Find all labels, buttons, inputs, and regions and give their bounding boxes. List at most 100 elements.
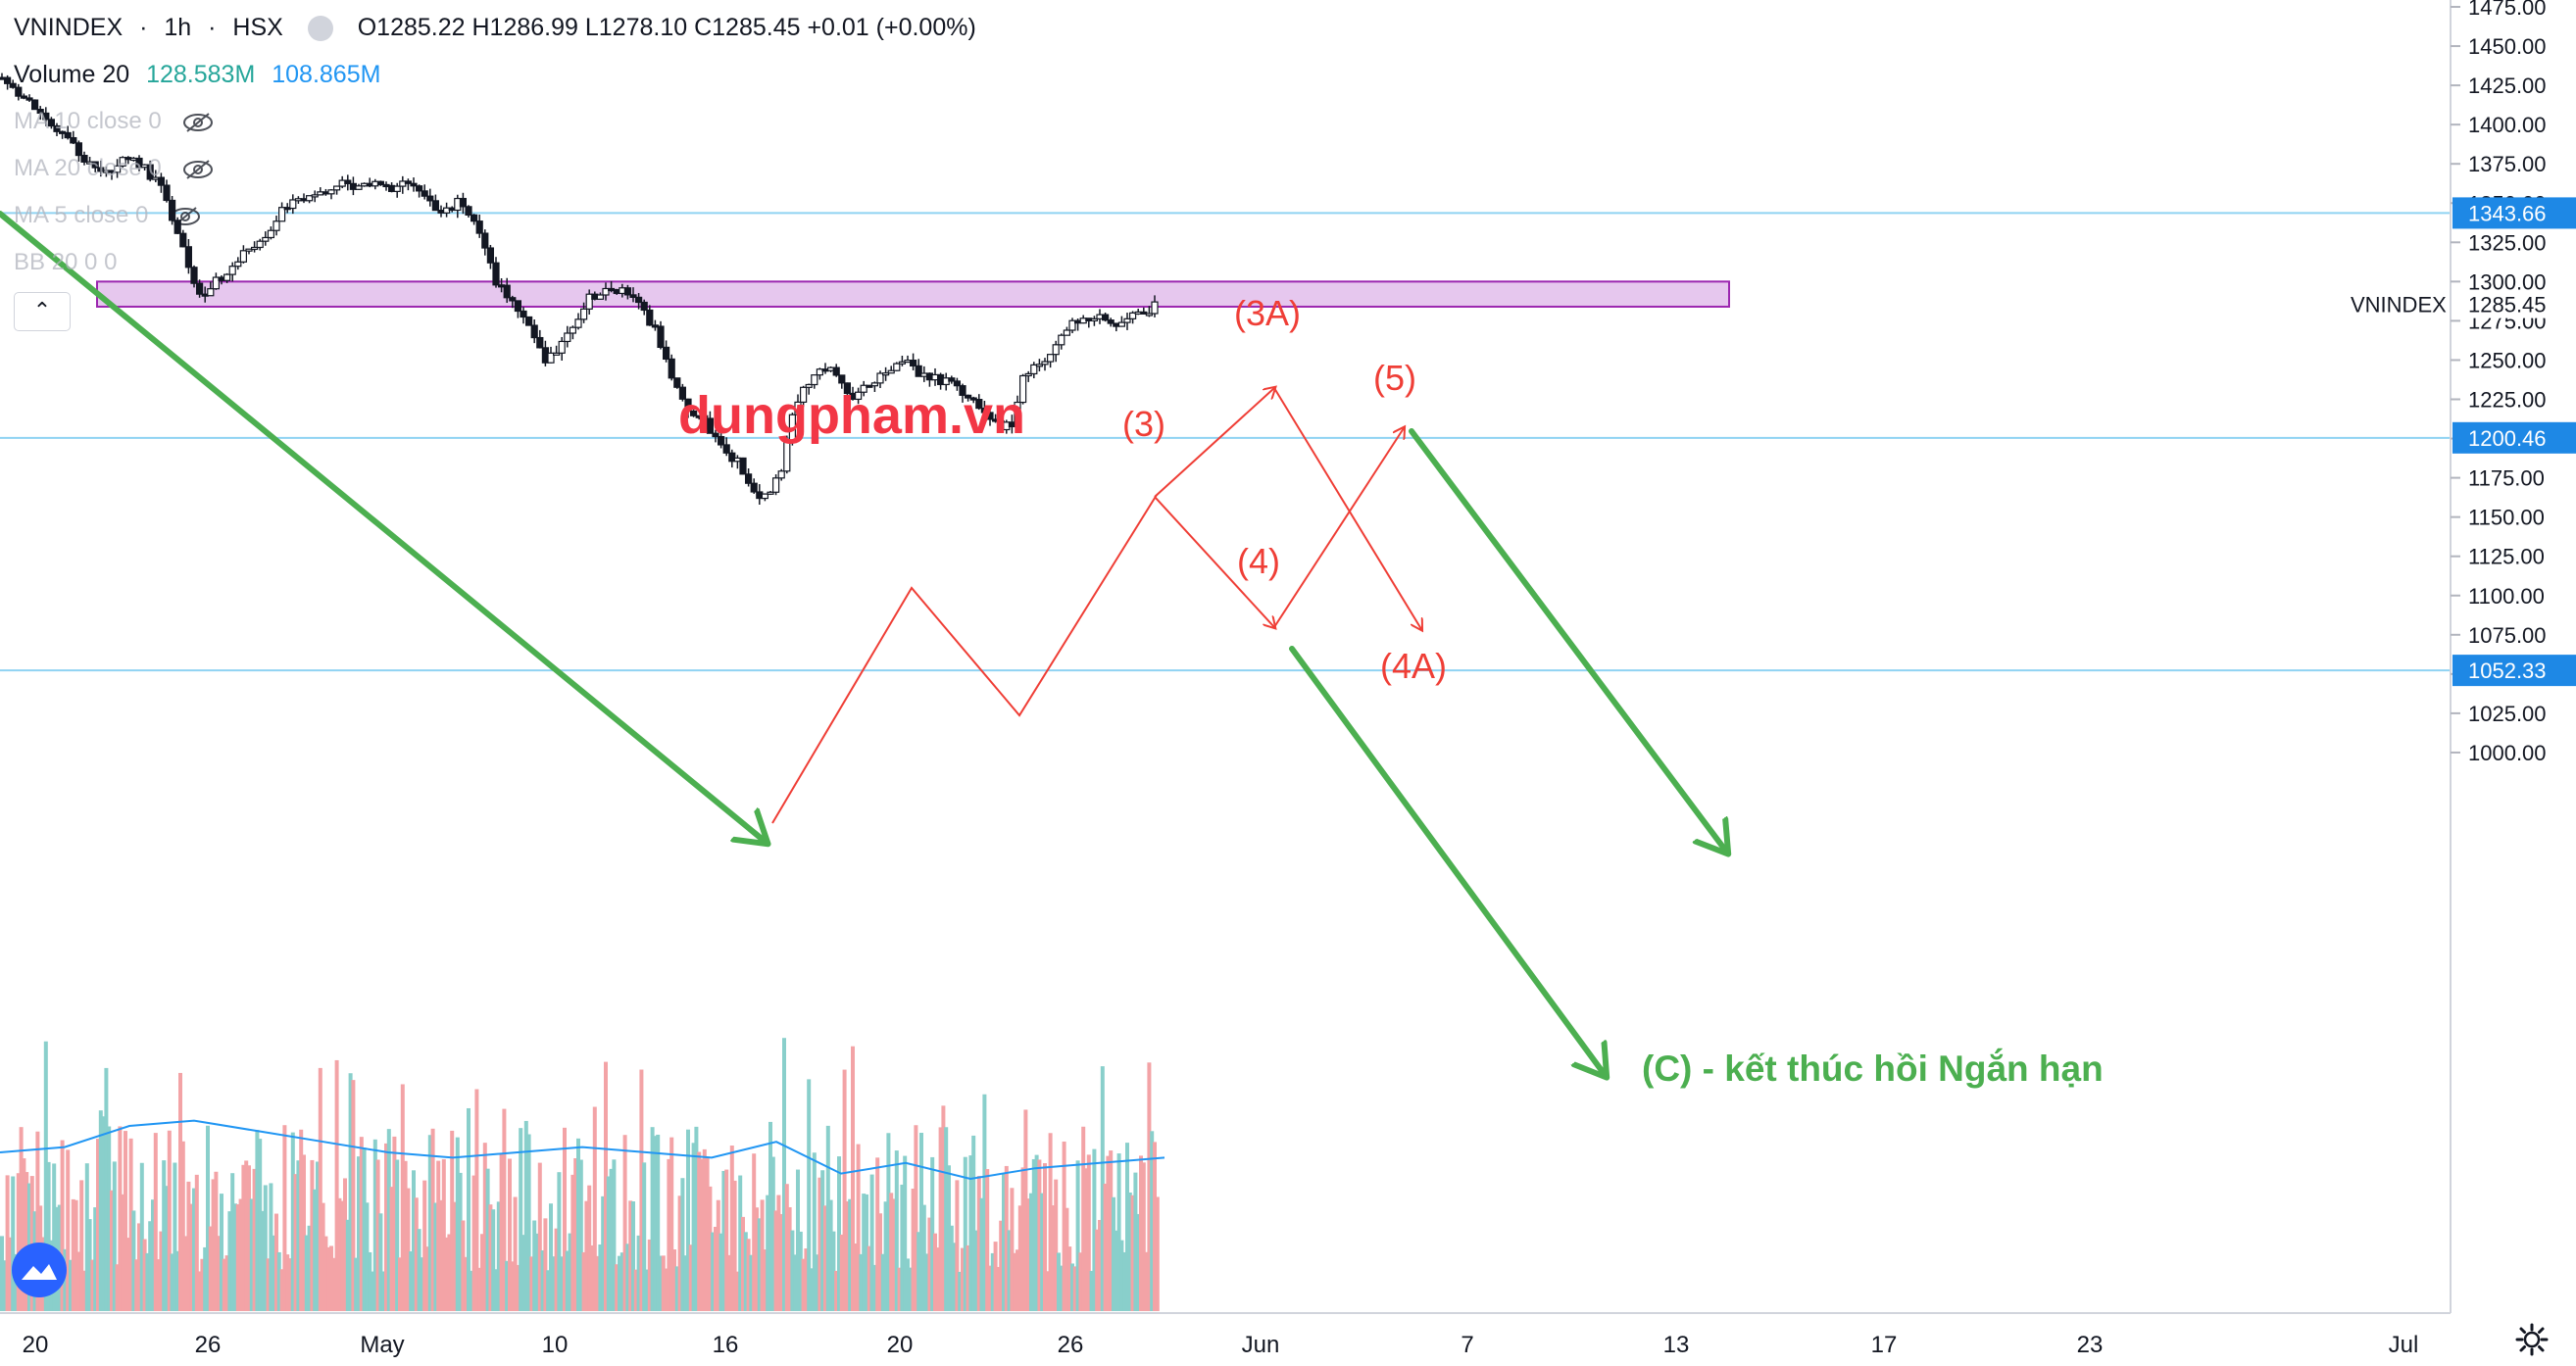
volume-bar	[927, 1217, 932, 1311]
arrow-wave-c-1[interactable]	[1289, 646, 1606, 1076]
volume-bar	[1081, 1126, 1086, 1311]
candle-body	[701, 415, 709, 419]
volume-bar	[60, 1140, 65, 1311]
price-label-box	[2452, 421, 2576, 454]
indicator-bb[interactable]: BB 20 0 0	[14, 249, 117, 276]
eye-off-icon[interactable]	[181, 112, 215, 133]
volume-bar	[474, 1089, 479, 1311]
candle-body	[1090, 317, 1099, 321]
eye-off-icon[interactable]	[169, 206, 202, 227]
candle-body	[629, 294, 637, 298]
volume-bar	[714, 1226, 718, 1311]
candle-body	[234, 261, 242, 268]
volume-value-1: 128.583M	[146, 61, 256, 88]
last-price-value: 1285.45	[2468, 293, 2547, 317]
volume-bar	[447, 1234, 452, 1311]
volume-bar	[183, 1236, 188, 1311]
wave-path-up[interactable]	[771, 494, 1158, 824]
volume-bar	[985, 1169, 990, 1311]
candle-body	[524, 316, 533, 326]
indicator-ma5[interactable]: MA 5 close 0	[14, 202, 202, 229]
volume-bar	[337, 1197, 342, 1311]
volume-bar	[458, 1172, 463, 1311]
wave-4-to-5[interactable]	[1273, 428, 1404, 628]
time-tick-label: 10	[542, 1332, 569, 1358]
volume-bar	[384, 1143, 388, 1311]
watermark-text: dungpham.vn	[678, 386, 1025, 445]
volume-bar	[609, 1168, 614, 1311]
volume-bar	[815, 1254, 819, 1311]
volume-bar	[186, 1181, 191, 1311]
candle-body	[97, 167, 105, 172]
volume-bar	[414, 1197, 419, 1311]
symbol-name[interactable]: VNINDEX	[14, 14, 124, 41]
market-status-icon	[307, 16, 333, 42]
arrow-wave-c-2[interactable]	[1409, 428, 1727, 853]
label-3: (3)	[1122, 404, 1165, 444]
volume-bar	[71, 1198, 75, 1311]
wave-lines[interactable]	[771, 387, 1421, 824]
volume-bar	[537, 1162, 542, 1311]
candle-body	[579, 308, 588, 320]
volume-bar	[1106, 1155, 1111, 1311]
volume-bar	[296, 1160, 301, 1311]
tradingview-logo-icon[interactable]	[12, 1243, 67, 1297]
collapse-legend-button[interactable]: ⌃	[14, 292, 71, 331]
candle-body	[646, 309, 654, 326]
eye-off-icon[interactable]	[181, 159, 215, 180]
wave-3a-to-4a[interactable]	[1273, 387, 1421, 629]
volume-bar	[578, 1159, 583, 1311]
settings-gear-icon[interactable]	[2515, 1323, 2549, 1356]
volume-bar	[837, 1156, 841, 1311]
candle-body	[251, 246, 259, 251]
candle-body	[909, 360, 917, 366]
candle-body	[771, 477, 780, 493]
candle-body	[113, 165, 122, 173]
candle-body	[887, 369, 895, 374]
volume-bar	[173, 1162, 177, 1311]
volume-bar	[523, 1120, 528, 1311]
volume-bar	[351, 1080, 356, 1311]
candle-body	[289, 199, 297, 210]
wave-3-to-4[interactable]	[1154, 496, 1274, 627]
volume-bar	[595, 1255, 600, 1311]
time-axis[interactable]: 20 26 May 10 16 20 26 Jun 7 13 17 23 Jul	[23, 1332, 2419, 1358]
volume-bar	[612, 1159, 617, 1311]
volume-bar	[162, 1160, 167, 1311]
resistance-zone[interactable]	[96, 280, 1730, 308]
volume-bar	[502, 1108, 507, 1311]
candle-body	[196, 282, 204, 295]
green-arrows[interactable]	[0, 211, 1727, 1076]
volume-bar	[345, 1219, 350, 1311]
volume-bar	[1020, 1167, 1025, 1311]
volume-bar	[386, 1129, 391, 1311]
volume-bar	[178, 1072, 182, 1311]
volume-bar	[810, 1268, 814, 1311]
volume-bar	[755, 1207, 759, 1311]
indicator-ma10[interactable]: MA 10 close 0	[14, 108, 215, 135]
volume-bar	[288, 1258, 292, 1311]
volume-bar	[557, 1172, 562, 1311]
volume-bar	[66, 1149, 71, 1311]
volume-legend[interactable]: Volume 20 128.583M 108.865M	[14, 61, 390, 89]
interval[interactable]: 1h	[164, 14, 192, 41]
time-tick-label: 20	[23, 1332, 49, 1358]
volume-bar	[43, 1041, 48, 1311]
candle-body	[30, 99, 39, 111]
volume-bar	[1125, 1143, 1129, 1311]
volume-bar	[966, 1244, 970, 1311]
volume-bar	[532, 1220, 537, 1311]
volume-bar	[224, 1255, 229, 1311]
volume-bar	[125, 1238, 130, 1311]
candle-body	[915, 365, 922, 377]
price-axis[interactable]: 1475.001450.001425.001400.001375.001350.…	[2451, 0, 2547, 765]
candle-body	[953, 380, 962, 387]
indicator-ma20[interactable]: MA 20 close 0	[14, 155, 215, 182]
volume-bar	[820, 1170, 825, 1311]
wave-3-to-3a[interactable]	[1154, 388, 1274, 498]
volume-bar	[0, 1236, 4, 1311]
volume-bar	[590, 1244, 594, 1311]
candle-body	[1151, 301, 1159, 315]
arrow-downtrend[interactable]	[0, 211, 767, 843]
